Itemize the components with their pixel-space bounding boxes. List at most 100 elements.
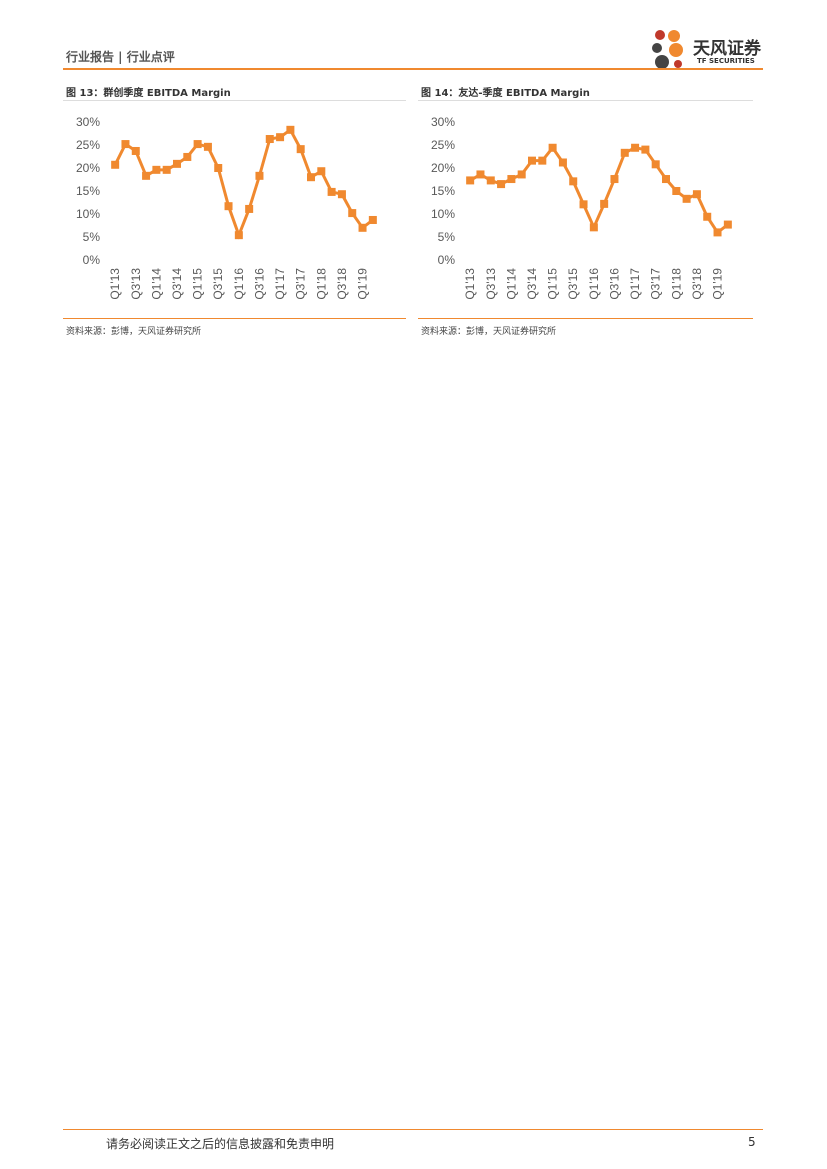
marker	[265, 135, 274, 144]
marker	[548, 143, 557, 152]
marker	[558, 158, 567, 167]
line	[469, 145, 729, 235]
marker	[111, 160, 120, 169]
x-tick-label: Q1'17	[273, 268, 287, 300]
source: 资料来源：彭博，天风证券研究所	[66, 327, 202, 337]
marker	[368, 215, 377, 224]
source: 资料来源：彭博，天风证券研究所	[421, 327, 557, 337]
x-tick-label: Q3'15	[566, 268, 580, 300]
y-tick-label: 10%	[431, 207, 455, 221]
x-tick-label: Q1'19	[711, 268, 725, 300]
marker	[569, 177, 578, 186]
y-tick-label: 30%	[76, 115, 100, 129]
marker	[723, 220, 732, 229]
marker	[651, 160, 660, 169]
y-tick-label: 20%	[431, 161, 455, 175]
title-rule	[418, 100, 753, 101]
x-tick-label: Q1'19	[356, 268, 370, 300]
x-tick-label: Q1'14	[149, 268, 163, 300]
header-title: 行业报告 | 行业点评	[66, 50, 175, 64]
y-tick-label: 15%	[76, 184, 100, 198]
marker	[152, 165, 161, 174]
line	[113, 127, 374, 240]
marker	[245, 204, 254, 213]
x-tick-label: Q3'17	[294, 268, 308, 300]
marker	[517, 170, 526, 179]
marker	[466, 176, 475, 185]
marker	[193, 140, 202, 149]
marker	[486, 176, 495, 185]
y-tick-label: 0%	[83, 253, 101, 267]
x-tick-label: Q1'13	[463, 268, 477, 300]
x-tick-label: Q1'17	[628, 268, 642, 300]
x-tick-label: Q1'18	[314, 268, 328, 300]
marker	[692, 190, 701, 199]
marker	[296, 145, 305, 154]
logo-text: 天风证券	[693, 39, 761, 59]
x-tick-label: Q1'15	[546, 268, 560, 300]
marker	[286, 125, 295, 134]
y-tick-label: 5%	[438, 230, 456, 244]
marker	[600, 199, 609, 208]
marker	[255, 171, 264, 180]
x-tick-label: Q1'15	[191, 268, 205, 300]
x-tick-label: Q3'18	[690, 268, 704, 300]
y-tick-label: 5%	[83, 230, 101, 244]
y-tick-label: 25%	[431, 138, 455, 152]
x-tick-label: Q1'14	[504, 268, 518, 300]
y-tick-label: 15%	[431, 184, 455, 198]
y-tick-label: 10%	[76, 207, 100, 221]
marker	[662, 175, 670, 184]
x-tick-label: Q1'18	[669, 268, 683, 300]
x-tick-label: Q3'15	[211, 268, 225, 300]
marker	[589, 223, 598, 232]
marker	[713, 228, 722, 237]
x-tick-label: Q3'18	[335, 268, 349, 300]
x-tick-label: Q3'13	[484, 268, 498, 300]
x-tick-label: Q3'17	[649, 268, 663, 300]
marker	[538, 156, 547, 165]
marker	[121, 140, 130, 149]
source-rule	[418, 318, 753, 319]
marker	[528, 156, 536, 165]
marker	[507, 175, 516, 184]
x-tick-label: Q1'13	[108, 268, 122, 300]
marker	[307, 173, 315, 182]
marker	[162, 165, 171, 174]
header-rule	[63, 68, 763, 70]
x-tick-label: Q3'14	[525, 268, 539, 300]
marker	[214, 164, 223, 172]
marker	[234, 231, 243, 240]
marker	[131, 146, 140, 155]
chart: 0% 5% 10% 15% 20% 25% 30% Q1'13 Q3'13 Q1'14 Q3'14 Q…	[76, 115, 377, 300]
marker	[224, 202, 233, 211]
marker	[317, 167, 326, 176]
logo-icon	[652, 30, 683, 69]
source-rule	[63, 318, 406, 319]
y-tick-label: 30%	[431, 115, 455, 129]
title-rule	[63, 100, 406, 101]
x-tick-label: Q3'16	[252, 268, 266, 300]
footer-rule	[63, 1129, 763, 1130]
marker	[682, 194, 691, 203]
marker	[620, 148, 629, 157]
marker	[142, 171, 151, 180]
marker	[641, 145, 650, 154]
marker	[631, 143, 640, 152]
marker	[183, 152, 192, 161]
marker	[579, 200, 588, 209]
marker	[358, 223, 367, 232]
y-tick-label: 0%	[438, 253, 456, 267]
y-tick-label: 20%	[76, 161, 100, 175]
chart: 0% 5% 10% 15% 20% 25% 30% Q1'13 Q3'13 Q1'14 Q3'14 Q…	[431, 115, 732, 300]
marker	[348, 209, 357, 218]
marker	[203, 142, 212, 151]
x-tick-label: Q3'14	[170, 268, 184, 300]
logo-en: TF SECURITIES	[697, 57, 755, 65]
marker	[276, 133, 285, 142]
x-tick-label: Q3'13	[129, 268, 143, 300]
y-tick-label: 25%	[76, 138, 100, 152]
page-number: 5	[748, 1135, 756, 1149]
figure-title: 图 14：友达-季度 EBITDA Margin	[421, 88, 590, 99]
